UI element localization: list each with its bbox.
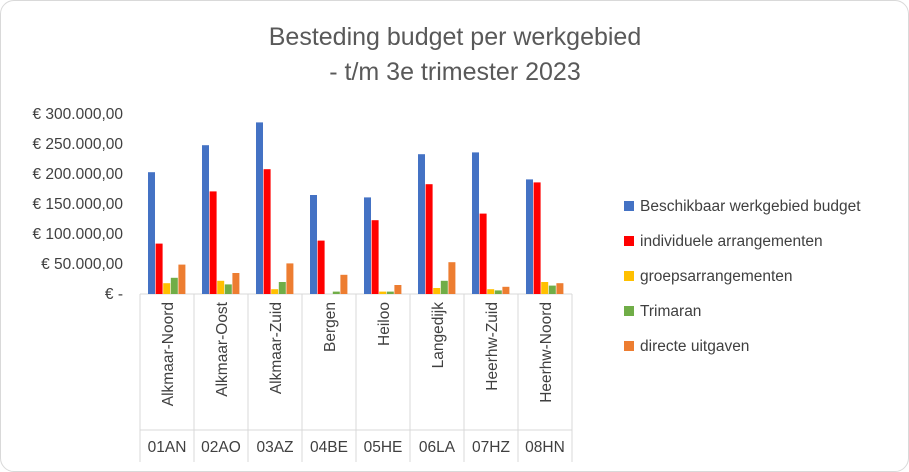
x-labels-group: Alkmaar-Noord 01AN Alkmaar-Oost 02AO Alkmaar… [148,301,565,456]
legend-label: individuele arrangementen [640,233,823,250]
axes-group: € - € 50.000,00 € 100.000,00 € 150.000,00 € … [32,106,573,462]
bar [479,213,487,294]
bar [487,289,495,294]
chart-title-line-1: Besteding budget per werkgebied [269,23,642,51]
bar [163,283,171,294]
bar [178,264,186,294]
bar [386,291,394,294]
bar [209,191,217,294]
bar [433,288,441,294]
bar [340,274,348,294]
category-code: 06LA [419,439,456,456]
bar [418,154,425,294]
bar [448,262,456,294]
bar [548,285,556,294]
category-code: 01AN [148,439,187,456]
legend-swatch [624,306,634,316]
category-code: 08HN [525,439,565,456]
bar [271,289,279,294]
legend-label: Trimaran [640,303,701,320]
bar [332,291,340,294]
category-code: 07HZ [472,439,510,456]
y-tick-label: € 50.000,00 [41,256,123,273]
category-code: 05HE [364,439,403,456]
category-label: Heerhw-Zuid [484,302,501,391]
bar [278,282,286,294]
y-tick-label: € 100.000,00 [32,226,123,243]
y-tick-label: € 150.000,00 [32,196,123,213]
bar [317,240,325,294]
bar [472,152,479,294]
bar [502,286,510,294]
bar [533,182,541,294]
bar [440,280,448,294]
category-label: Bergen [322,302,339,352]
bar [217,280,225,294]
legend: Beschikbaar werkgebied budget individuele… [624,198,861,355]
bar [556,283,564,294]
y-tick-label: € - [105,286,123,303]
bar [155,243,163,294]
y-tick-label: € 300.000,00 [32,106,123,123]
category-code: 03AZ [256,439,293,456]
bar [494,290,502,294]
category-label: Heerhw-Noord [538,302,555,403]
legend-label: groepsarrangementen [640,268,793,285]
bar [256,122,263,295]
category-label: Heiloo [376,302,393,346]
category-code: 02AO [201,439,241,456]
legend-swatch [624,271,634,281]
legend-swatch [624,236,634,246]
bar [526,179,533,294]
bars-group [148,122,564,295]
y-tick-label: € 200.000,00 [32,166,123,183]
bar [394,285,402,294]
bar [263,169,271,294]
category-label: Alkmaar-Oost [214,301,231,396]
legend-swatch [624,201,634,211]
bar [364,197,371,294]
bar [286,263,294,294]
category-label: Langedijk [430,302,447,369]
bar [232,273,240,294]
bar [170,277,178,294]
category-code: 04BE [310,439,348,456]
category-label: Alkmaar-Zuid [268,302,285,394]
bar [541,282,549,294]
bar [425,184,433,294]
bar [202,145,209,294]
bar [148,172,155,294]
bar [379,291,387,294]
legend-label: directe uitgaven [640,338,749,355]
legend-label: Beschikbaar werkgebied budget [640,198,861,215]
bar [310,195,317,294]
category-label: Alkmaar-Noord [160,302,177,406]
chart-title-line-2: - t/m 3e trimester 2023 [329,58,580,86]
bar [371,220,379,294]
bar [224,284,232,294]
y-tick-label: € 250.000,00 [32,136,123,153]
legend-swatch [624,341,634,351]
